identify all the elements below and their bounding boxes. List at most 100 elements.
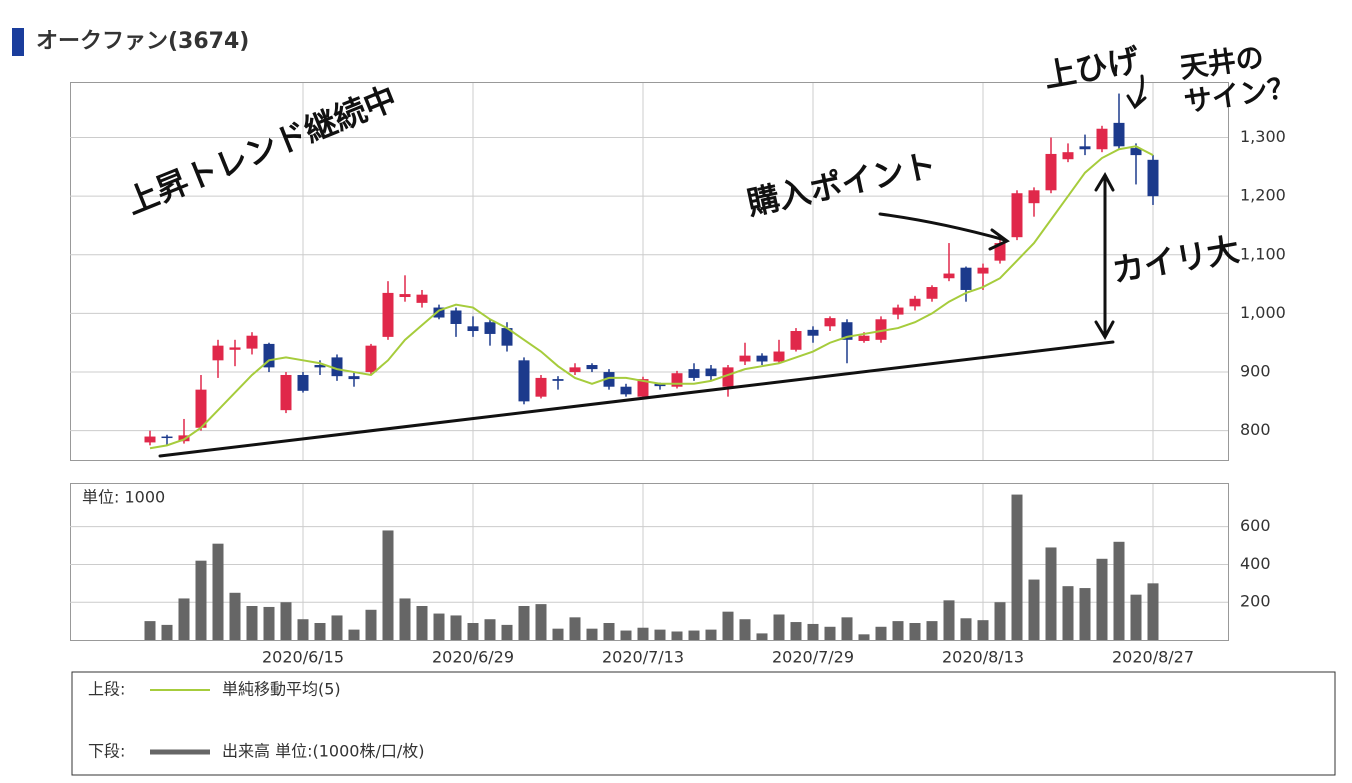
- candle-body: [1147, 159, 1159, 197]
- candle-body: [246, 335, 258, 349]
- y-tick-label: 1,000: [1240, 303, 1286, 322]
- candle-body: [161, 436, 173, 439]
- candle-body: [280, 374, 292, 411]
- volume-bar: [841, 617, 853, 640]
- candle-body: [705, 368, 717, 377]
- volume-bar: [552, 628, 564, 640]
- moving-average-line: [149, 145, 1154, 450]
- volume-bar: [433, 613, 445, 640]
- volume-bar: [977, 620, 989, 640]
- arrow: [1126, 74, 1147, 110]
- candle-body: [875, 319, 887, 340]
- candle-body: [467, 326, 479, 332]
- volume-bar: [620, 630, 632, 640]
- volume-bar: [501, 624, 513, 640]
- volume-bar: [416, 606, 428, 640]
- candle-body: [348, 376, 360, 380]
- candle-body: [518, 360, 530, 402]
- arrow: [1094, 171, 1115, 341]
- candle-body: [790, 331, 802, 350]
- candle-body: [722, 367, 734, 387]
- candle-body: [1011, 193, 1023, 238]
- candle-body: [1130, 148, 1142, 156]
- y-tick-label: 900: [1240, 362, 1271, 381]
- candle-body: [858, 335, 870, 341]
- volume-bar: [654, 629, 666, 640]
- y-tick-label: 1,200: [1240, 186, 1286, 205]
- plot-layer: 2020/6/15 2020/6/29 2020/7/13 2020/7/29 2020…: [70, 83, 1286, 667]
- candle-body: [739, 355, 751, 362]
- volume-bar: [195, 560, 207, 640]
- y-tick-label: 400: [1240, 554, 1271, 573]
- candle-body: [1079, 146, 1091, 150]
- candle-body: [212, 345, 224, 361]
- y-tick-label: 1,100: [1240, 244, 1286, 263]
- volume-bar: [280, 602, 292, 640]
- volume-bar: [586, 628, 598, 640]
- y-tick-label: 800: [1240, 420, 1271, 439]
- candle-body: [314, 365, 326, 368]
- volume-bar: [331, 615, 343, 640]
- candle-body: [824, 318, 836, 327]
- volume-bar: [348, 629, 360, 640]
- volume-bar: [824, 626, 836, 640]
- volume-bar: [705, 629, 717, 640]
- volume-bar: [790, 622, 802, 640]
- candle-body: [569, 367, 581, 373]
- candle-body: [637, 379, 649, 397]
- candle-body: [263, 343, 275, 368]
- volume-bar: [314, 623, 326, 640]
- volume-bar: [1130, 594, 1142, 640]
- volume-bar: [756, 633, 768, 640]
- x-tick-label: 2020/7/29: [772, 648, 854, 667]
- candle-body: [688, 369, 700, 378]
- candle-body: [416, 294, 428, 303]
- candle-body: [756, 355, 768, 362]
- legend-label: 単純移動平均(5): [222, 680, 341, 699]
- candle-body: [1096, 128, 1108, 150]
- volume-bar: [467, 623, 479, 640]
- volume-bar: [739, 619, 751, 640]
- volume-bar: [807, 623, 819, 640]
- candle-body: [1062, 152, 1074, 160]
- candle-body: [450, 310, 462, 324]
- volume-bar: [297, 619, 309, 640]
- candle-body: [144, 436, 156, 443]
- volume-bar: [450, 615, 462, 640]
- volume-bar: [518, 606, 530, 640]
- candle-body: [331, 357, 343, 377]
- x-tick-label: 2020/6/29: [432, 648, 514, 667]
- volume-bar: [909, 623, 921, 640]
- legend-label: 出来高 単位:(1000株/口/枚): [222, 742, 424, 761]
- volume-bar: [960, 618, 972, 640]
- candle-body: [365, 345, 377, 373]
- volume-bar: [144, 621, 156, 640]
- legend-prefix: 下段:: [88, 742, 125, 761]
- candle-body: [960, 267, 972, 290]
- chart-title: オークファン(3674): [36, 29, 249, 54]
- candle-body: [892, 307, 904, 315]
- volume-bar: [161, 624, 173, 640]
- volume-bar: [671, 631, 683, 640]
- trend-line: [158, 340, 1115, 458]
- volume-bar: [773, 614, 785, 640]
- volume-bar: [926, 621, 938, 640]
- candle-body: [484, 322, 496, 334]
- candle-body: [229, 347, 241, 350]
- annotation-strokes: [158, 74, 1147, 458]
- candle-body: [977, 267, 989, 274]
- legend-box: [71, 671, 1336, 776]
- candle-body: [994, 243, 1006, 261]
- candle-body: [671, 373, 683, 387]
- candle-body: [433, 307, 445, 318]
- volume-bar: [994, 602, 1006, 640]
- volume-bar: [263, 606, 275, 640]
- volume-bar: [212, 543, 224, 640]
- candle-body: [909, 298, 921, 307]
- candle-body: [603, 372, 615, 387]
- volume-bar: [688, 630, 700, 640]
- volume-bar: [892, 621, 904, 640]
- volume-bar: [1079, 588, 1091, 640]
